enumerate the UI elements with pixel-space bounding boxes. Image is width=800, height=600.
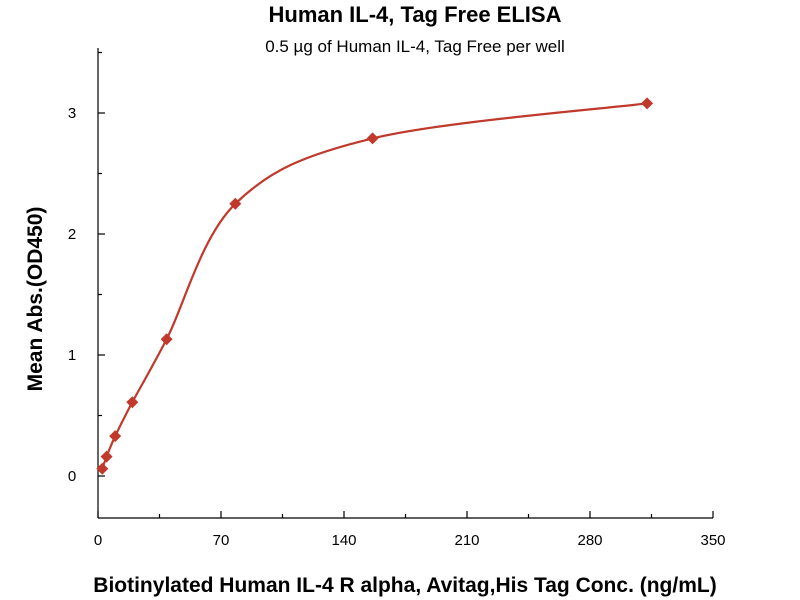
data-point	[126, 396, 139, 409]
data-point	[366, 132, 379, 145]
data-point	[100, 450, 113, 463]
x-axis-ticks: 0 70 140 210 280 350	[94, 511, 726, 549]
data-point	[109, 430, 122, 443]
y-axis-ticks: 0 1 2 3	[68, 51, 105, 485]
x-tick-label: 280	[577, 532, 602, 549]
x-tick-label: 70	[213, 532, 230, 549]
data-point	[96, 462, 109, 475]
y-tick-label: 1	[68, 347, 76, 364]
x-tick-label: 0	[94, 532, 102, 549]
y-tick-label: 0	[68, 468, 76, 485]
x-tick-label: 210	[454, 532, 479, 549]
fit-curve-layer	[101, 102, 648, 470]
data-point	[160, 333, 173, 346]
x-tick-label: 350	[700, 532, 725, 549]
y-tick-label: 2	[68, 226, 76, 243]
y-axis-label: Mean Abs.(OD450)	[24, 207, 47, 392]
data-points-layer	[96, 97, 654, 475]
y-tick-label: 3	[68, 105, 76, 122]
chart-subtitle: 0.5 µg of Human IL-4, Tag Free per well	[265, 37, 565, 56]
x-axis-label: Biotinylated Human IL-4 R alpha, Avitag,…	[93, 574, 716, 597]
chart-title: Human IL-4, Tag Free ELISA	[269, 2, 562, 27]
x-tick-label: 140	[331, 532, 356, 549]
data-point	[229, 197, 242, 210]
fit-curve	[101, 102, 648, 470]
data-point	[641, 97, 654, 110]
